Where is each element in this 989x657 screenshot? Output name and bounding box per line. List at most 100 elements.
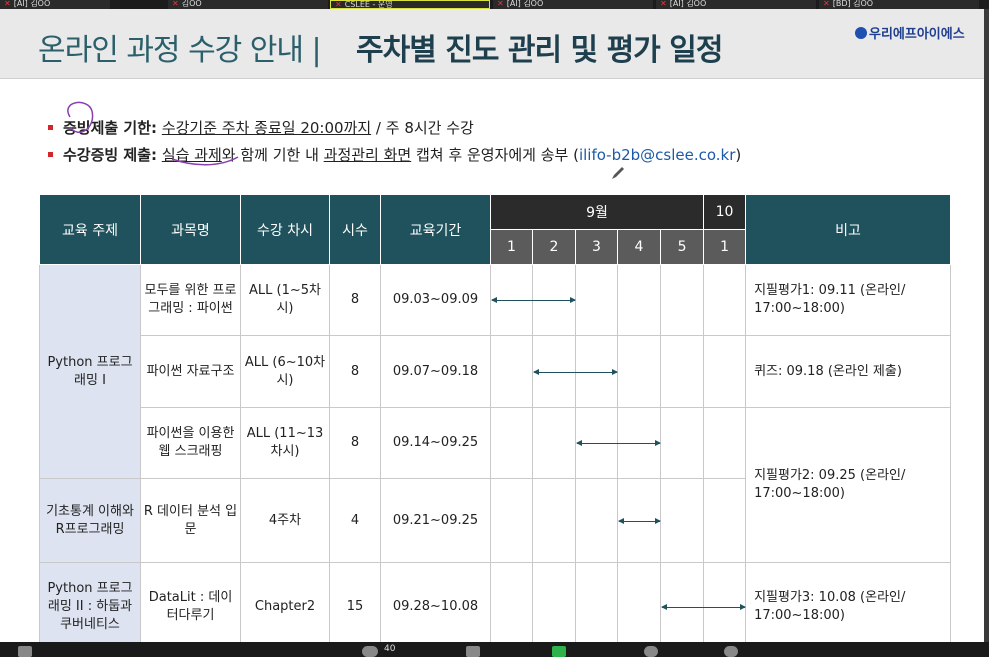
participant-name: [AI] 김OO (669, 0, 707, 8)
participant-count: 40 (384, 644, 396, 654)
participant-tile[interactable]: ✕ [AI] 김OO (493, 0, 653, 9)
header-note: 비고 (745, 194, 952, 265)
week-cell (617, 478, 661, 563)
topic-cell: 기초통계 이해와 R프로그래밍 (39, 478, 141, 563)
bullet-text: 와 함께 기한 내 (221, 146, 324, 164)
bullet-square-icon (48, 125, 53, 130)
header-hours: 시수 (329, 194, 381, 265)
header-week: 2 (532, 229, 576, 265)
hours-cell: 8 (329, 264, 381, 336)
participant-name: CSLEE - 운영 (344, 0, 393, 9)
header-course: 과목명 (140, 194, 241, 265)
header-week: 1 (703, 229, 747, 265)
table-row: 파이썬을 이용한 웹 스크래핑 ALL (11~13차시) 8 09.14~09… (40, 407, 952, 563)
week-cell (659, 478, 705, 563)
bullet-deadline: 증빙제출 기한: 수강기준 주차 종료일 20:00까지 / 주 8시간 수강 (48, 117, 474, 138)
record-icon[interactable] (644, 646, 658, 657)
sessions-cell: 4주차 (240, 478, 330, 563)
mic-muted-icon: ✕ (660, 0, 667, 8)
bullet-text: ) (735, 146, 742, 164)
bullet-text-underlined: 실습 과제 (161, 146, 222, 164)
schedule-table: 교육 주제 과목명 수강 차시 시수 교육기간 9월 10 비고 1 2 3 4… (39, 194, 952, 642)
week-cell (490, 407, 661, 479)
period-cell: 09.21~09.25 (380, 478, 491, 563)
bullet-square-icon (48, 152, 53, 157)
mic-muted-icon: ✕ (172, 0, 179, 8)
mic-muted-icon: ✕ (497, 0, 504, 8)
participant-name: [AI] 김OO (506, 0, 544, 8)
bullet-submission: 수강증빙 제출: 실습 과제와 함께 기한 내 과정관리 화면 캡쳐 후 운영자… (48, 144, 741, 165)
logo-text: 우리에프아이에스 (869, 27, 965, 42)
hours-cell: 8 (329, 407, 381, 479)
participant-tile[interactable]: ✕ [BD] 김OO (819, 0, 979, 9)
week-cell (575, 562, 618, 642)
table-row: 기초통계 이해와 R프로그래밍 R 데이터 분석 입문 4주차 4 09.21~… (39, 478, 951, 563)
week-cell (532, 407, 576, 479)
week-cell (575, 407, 618, 479)
meeting-toolbar: 40 (0, 642, 989, 657)
mic-muted-icon: ✕ (335, 0, 342, 9)
video-icon[interactable] (18, 646, 32, 657)
week-cell (703, 562, 747, 642)
table-row: 파이썬 자료구조 ALL (6~10차시) 8 09.07~09.18 퀴즈: … (40, 335, 952, 408)
chat-icon[interactable] (466, 646, 480, 657)
bullet-label: 증빙제출 기한: (63, 119, 158, 137)
bullet-text: / 주 8시간 수강 (371, 119, 474, 137)
table-row: Python 프로그래밍 II : 하둡과 쿠버네티스 DataLit : 데이… (39, 562, 952, 642)
note-cell: 지필평가1: 09.11 (온라인/ 17:00~18:00) (745, 264, 952, 336)
participant-strip: ✕ [AI] 김OO ✕ 김OO ✕ CSLEE - 운영 ✕ [AI] 김OO ✕ [AI] 김… (0, 0, 989, 9)
bullet-text-underlined: 과정관리 화면 (323, 146, 412, 164)
table-row: Python 프로그래밍 I 모두를 위한 프로그래밍 : 파이썬 ALL (1… (39, 264, 952, 479)
topic-cell: Python 프로그래밍 I (39, 264, 141, 479)
week-cell (617, 407, 661, 479)
week-cell (490, 335, 618, 408)
course-cell: 파이썬 자료구조 (140, 335, 241, 408)
participants-icon[interactable] (362, 646, 378, 657)
slide-title-right: 주차별 진도 관리 및 평가 일정 (356, 33, 723, 68)
contact-email[interactable]: ilifo-b2b@cslee.co.kr (578, 146, 736, 164)
week-cell (490, 264, 576, 336)
shared-slide: 온라인 과정 수강 안내 | 주차별 진도 관리 및 평가 일정 우리에프아이에… (0, 9, 989, 642)
header-month-september: 9월 (489, 194, 705, 230)
participant-tile[interactable]: ✕ CSLEE - 운영 (330, 0, 490, 9)
scrollbar[interactable] (984, 9, 989, 642)
note-cell: 퀴즈: 09.18 (온라인 제출) (745, 335, 952, 408)
logo-icon (855, 27, 867, 39)
header-week: 3 (575, 229, 618, 265)
header-week: 4 (617, 229, 661, 265)
week-cell (659, 335, 705, 408)
week-cell (532, 562, 576, 642)
hours-cell: 4 (329, 478, 381, 563)
week-cell (617, 264, 661, 336)
week-cell (617, 562, 661, 642)
header-week: 5 (659, 229, 705, 265)
share-screen-icon[interactable] (552, 646, 566, 657)
participant-tile[interactable]: ✕ 김OO (168, 0, 328, 9)
week-cell (703, 478, 747, 563)
week-cell (532, 264, 576, 336)
week-cell (703, 335, 747, 408)
week-cell (703, 264, 747, 336)
reactions-icon[interactable] (724, 646, 738, 657)
week-cell (490, 478, 661, 563)
slide-title-bar: 온라인 과정 수강 안내 | 주차별 진도 관리 및 평가 일정 우리에프아이에… (0, 9, 989, 79)
week-cell (659, 407, 705, 479)
hours-cell: 8 (329, 335, 381, 408)
header-period: 교육기간 (380, 194, 491, 265)
course-cell: 파이썬을 이용한 웹 스크래핑 (140, 407, 241, 479)
company-logo: 우리에프아이에스 (855, 23, 965, 42)
mic-muted-icon: ✕ (4, 0, 11, 8)
header-sessions: 수강 차시 (240, 194, 330, 265)
participant-name: 김OO (181, 0, 202, 8)
week-cell (575, 335, 618, 408)
period-cell: 09.03~09.09 (380, 264, 491, 336)
course-cell: R 데이터 분석 입문 (140, 478, 241, 563)
participant-tile[interactable]: ✕ [AI] 김OO (656, 0, 816, 9)
participant-tile[interactable]: ✕ [AI] 김OO (0, 0, 110, 9)
period-cell: 09.28~10.08 (380, 562, 491, 642)
note-cell: 지필평가2: 09.25 (온라인/ 17:00~18:00) (745, 407, 952, 563)
course-cell: DataLit : 데이터다루기 (140, 562, 241, 642)
header-topic: 교육 주제 (39, 194, 141, 265)
week-cell (659, 264, 705, 336)
period-cell: 09.07~09.18 (380, 335, 491, 408)
